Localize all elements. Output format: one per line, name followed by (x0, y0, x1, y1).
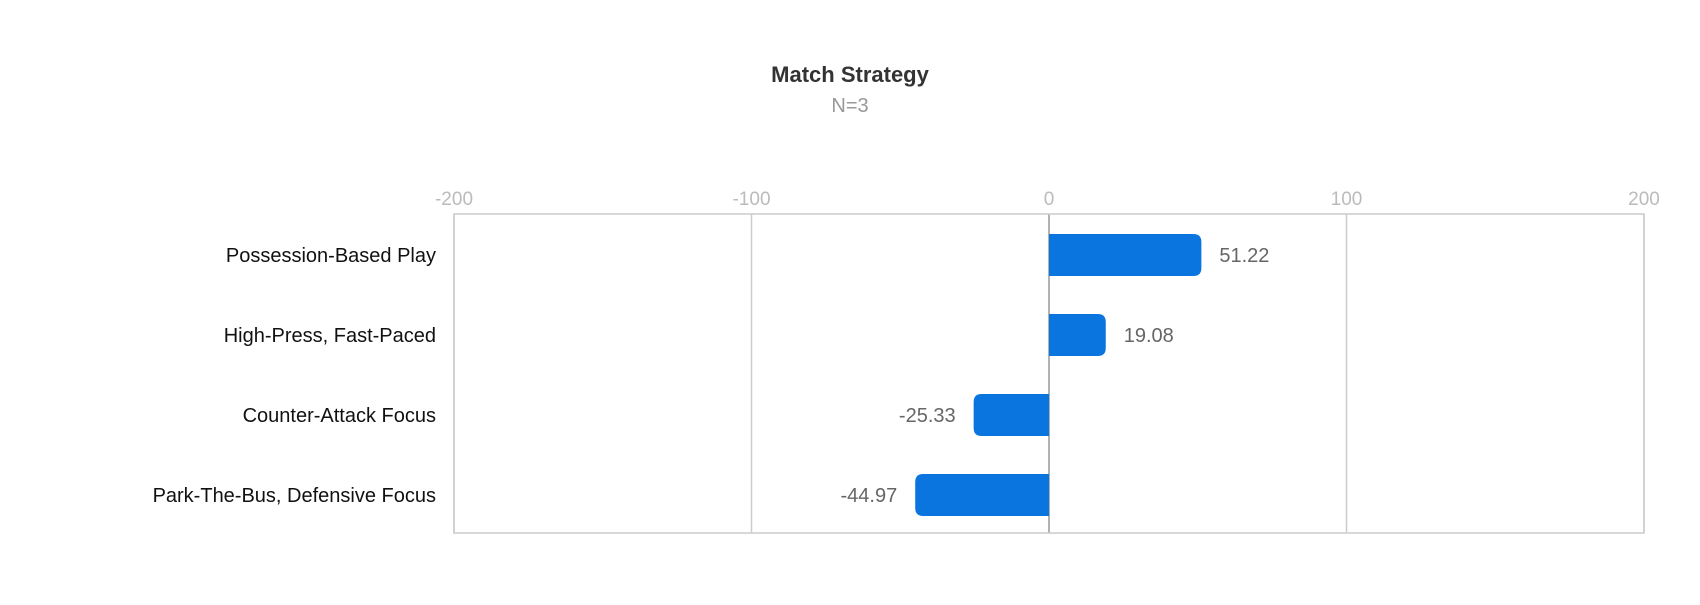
chart-subtitle: N=3 (831, 95, 868, 117)
chart-title: Match Strategy (771, 62, 929, 87)
data-labels: 51.22 19.08 -25.33 -44.97 (840, 245, 1269, 507)
plot-frame (453, 213, 1645, 534)
data-label: 19.08 (1124, 325, 1174, 347)
category-label: High-Press, Fast-Paced (224, 325, 436, 347)
data-label: -25.33 (899, 405, 956, 427)
x-tick-label: 100 (1331, 189, 1363, 210)
x-axis-ticks: -200 -100 0 100 200 (435, 189, 1660, 210)
x-tick-label: 200 (1628, 189, 1660, 210)
category-label: Counter-Attack Focus (243, 405, 436, 427)
category-label: Possession-Based Play (226, 245, 436, 267)
data-label: 51.22 (1219, 245, 1269, 267)
category-labels: Possession-Based Play High-Press, Fast-Pa… (153, 245, 436, 507)
bars (915, 234, 1202, 516)
bar (1049, 234, 1202, 276)
bar (915, 474, 1049, 516)
x-tick-label: -100 (732, 189, 770, 210)
x-tick-label: 0 (1044, 189, 1055, 210)
bar (1049, 314, 1106, 356)
category-label: Park-The-Bus, Defensive Focus (153, 485, 436, 507)
x-tick-label: -200 (435, 189, 473, 210)
bar (973, 394, 1049, 436)
data-label: -44.97 (840, 485, 897, 507)
